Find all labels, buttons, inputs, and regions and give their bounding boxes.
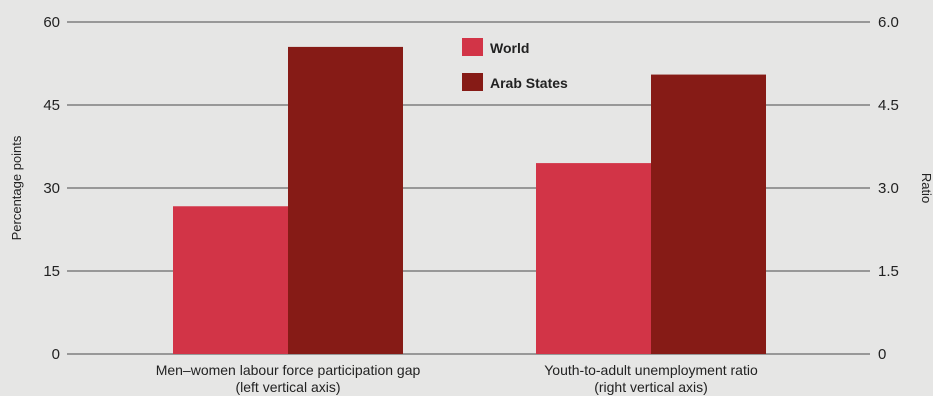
left-axis-title: Percentage points	[9, 135, 24, 240]
left-tick-label: 15	[43, 263, 60, 280]
left-tick-label: 60	[43, 14, 60, 31]
legend-swatch-world	[462, 38, 483, 56]
category-label: (right vertical axis)	[594, 379, 708, 395]
category-label: (left vertical axis)	[235, 379, 340, 395]
legend-label-arab-states: Arab States	[490, 75, 568, 91]
right-tick-label: 6.0	[878, 14, 899, 31]
right-axis-title: Ratio	[919, 173, 933, 203]
right-tick-label: 0	[878, 346, 886, 363]
legend-swatch-arab-states	[462, 73, 483, 91]
category-label: Youth-to-adult unemployment ratio	[544, 362, 758, 378]
bar-world	[173, 206, 288, 354]
category-label: Men–women labour force participation gap	[156, 362, 421, 378]
left-tick-label: 30	[43, 180, 60, 197]
right-tick-label: 1.5	[878, 263, 899, 280]
bar-arab-states	[651, 74, 766, 355]
right-tick-label: 3.0	[878, 180, 899, 197]
right-tick-label: 4.5	[878, 97, 899, 114]
bar-arab-states	[288, 46, 403, 355]
bar-world	[536, 163, 651, 354]
left-tick-label: 45	[43, 97, 60, 114]
category-labels: Men–women labour force participation gap…	[156, 362, 758, 395]
legend: World Arab States	[462, 38, 568, 91]
legend-label-world: World	[490, 40, 529, 56]
tick-labels: 0 0 15 1.5 30 3.0 45 4.5 60 6.0	[43, 14, 899, 363]
bars	[173, 46, 766, 355]
left-tick-label: 0	[52, 346, 60, 363]
